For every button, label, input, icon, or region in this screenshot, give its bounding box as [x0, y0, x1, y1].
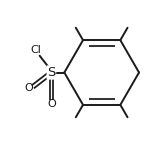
Text: Cl: Cl	[30, 45, 41, 55]
Text: O: O	[24, 83, 33, 93]
Text: O: O	[47, 99, 56, 109]
Text: S: S	[47, 66, 56, 79]
